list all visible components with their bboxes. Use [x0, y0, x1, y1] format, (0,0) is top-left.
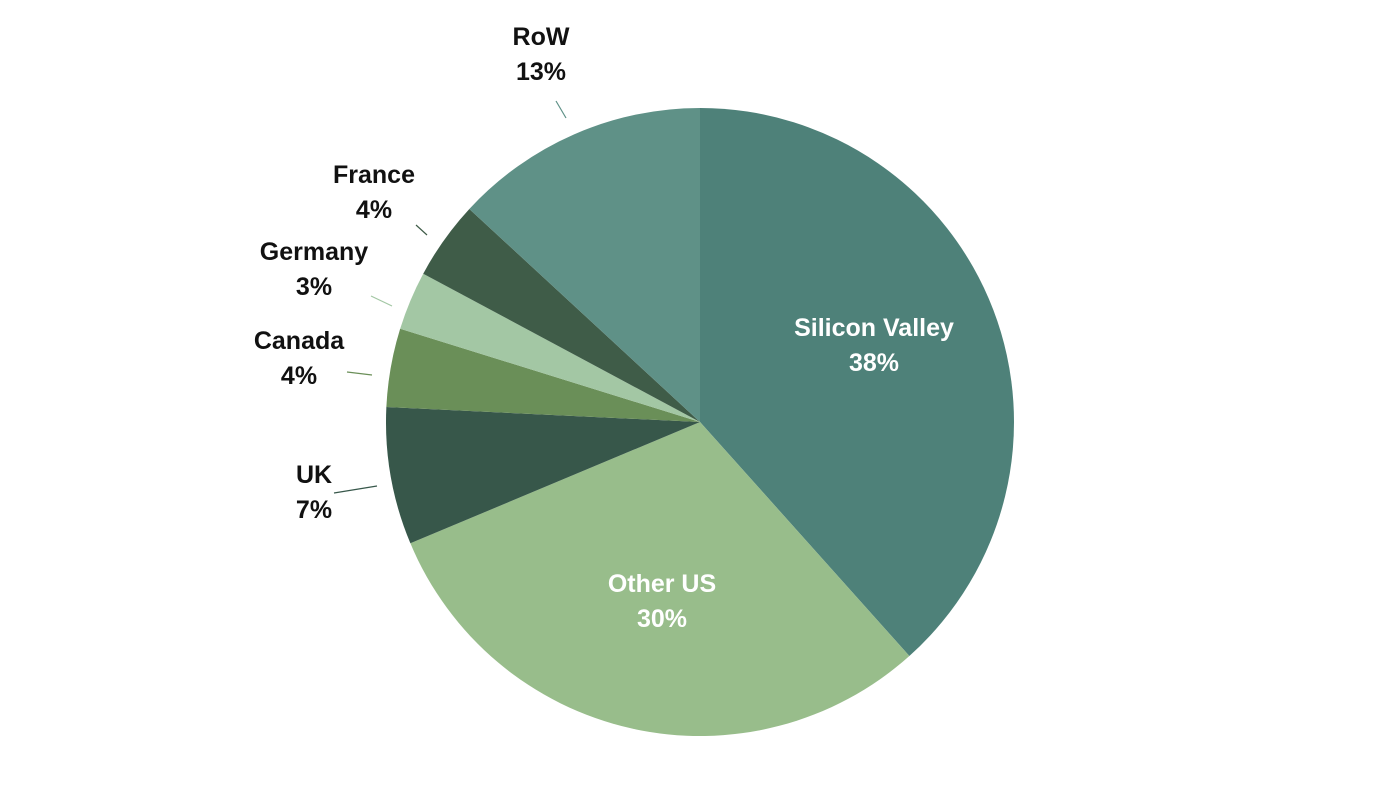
- pie-slice-row: [469, 108, 700, 422]
- slice-label-uk: UK 7%: [296, 461, 332, 524]
- slice-name-germany: Germany: [260, 238, 368, 266]
- slice-name-canada: Canada: [254, 327, 345, 355]
- leader-line-germany: [370, 295, 393, 307]
- leader-line-row: [555, 100, 567, 119]
- leader-line-canada: [346, 371, 373, 376]
- slice-label-row: RoW 13%: [513, 23, 570, 86]
- slice-percent-uk: 7%: [296, 496, 332, 524]
- pie-slice-silicon-valley: [700, 108, 1015, 657]
- slice-label-canada: Canada 4%: [254, 327, 345, 390]
- slices-layer: [386, 108, 1015, 737]
- slice-name-other-us: Other US: [608, 570, 716, 598]
- slice-percent-germany: 3%: [296, 273, 332, 301]
- pie-slice-other-us: [410, 422, 910, 737]
- slice-label-silicon-valley: Silicon Valley 38%: [794, 314, 954, 377]
- slice-percent-silicon-valley: 38%: [849, 349, 899, 377]
- slice-label-france: France 4%: [333, 161, 415, 224]
- pie-slice-canada: [386, 328, 700, 422]
- slice-label-germany: Germany 3%: [260, 238, 368, 301]
- leader-line-france: [415, 224, 428, 236]
- slice-percent-row: 13%: [516, 58, 566, 86]
- slice-label-other-us: Other US 30%: [608, 570, 716, 633]
- slice-name-france: France: [333, 161, 415, 189]
- slice-name-silicon-valley: Silicon Valley: [794, 314, 954, 342]
- pie-slice-france: [423, 208, 700, 422]
- slice-percent-canada: 4%: [281, 362, 317, 390]
- pie-slice-germany: [400, 273, 700, 422]
- labels-layer: Silicon Valley 38% Other US 30% UK 7% Canada 4%…: [254, 23, 954, 633]
- slice-percent-other-us: 30%: [637, 605, 687, 633]
- slice-name-row: RoW: [513, 23, 570, 51]
- pie-slice-uk: [386, 407, 700, 544]
- leader-lines-layer: [333, 100, 567, 494]
- leader-line-uk: [333, 485, 378, 494]
- slice-name-uk: UK: [296, 461, 332, 489]
- slice-percent-france: 4%: [356, 196, 392, 224]
